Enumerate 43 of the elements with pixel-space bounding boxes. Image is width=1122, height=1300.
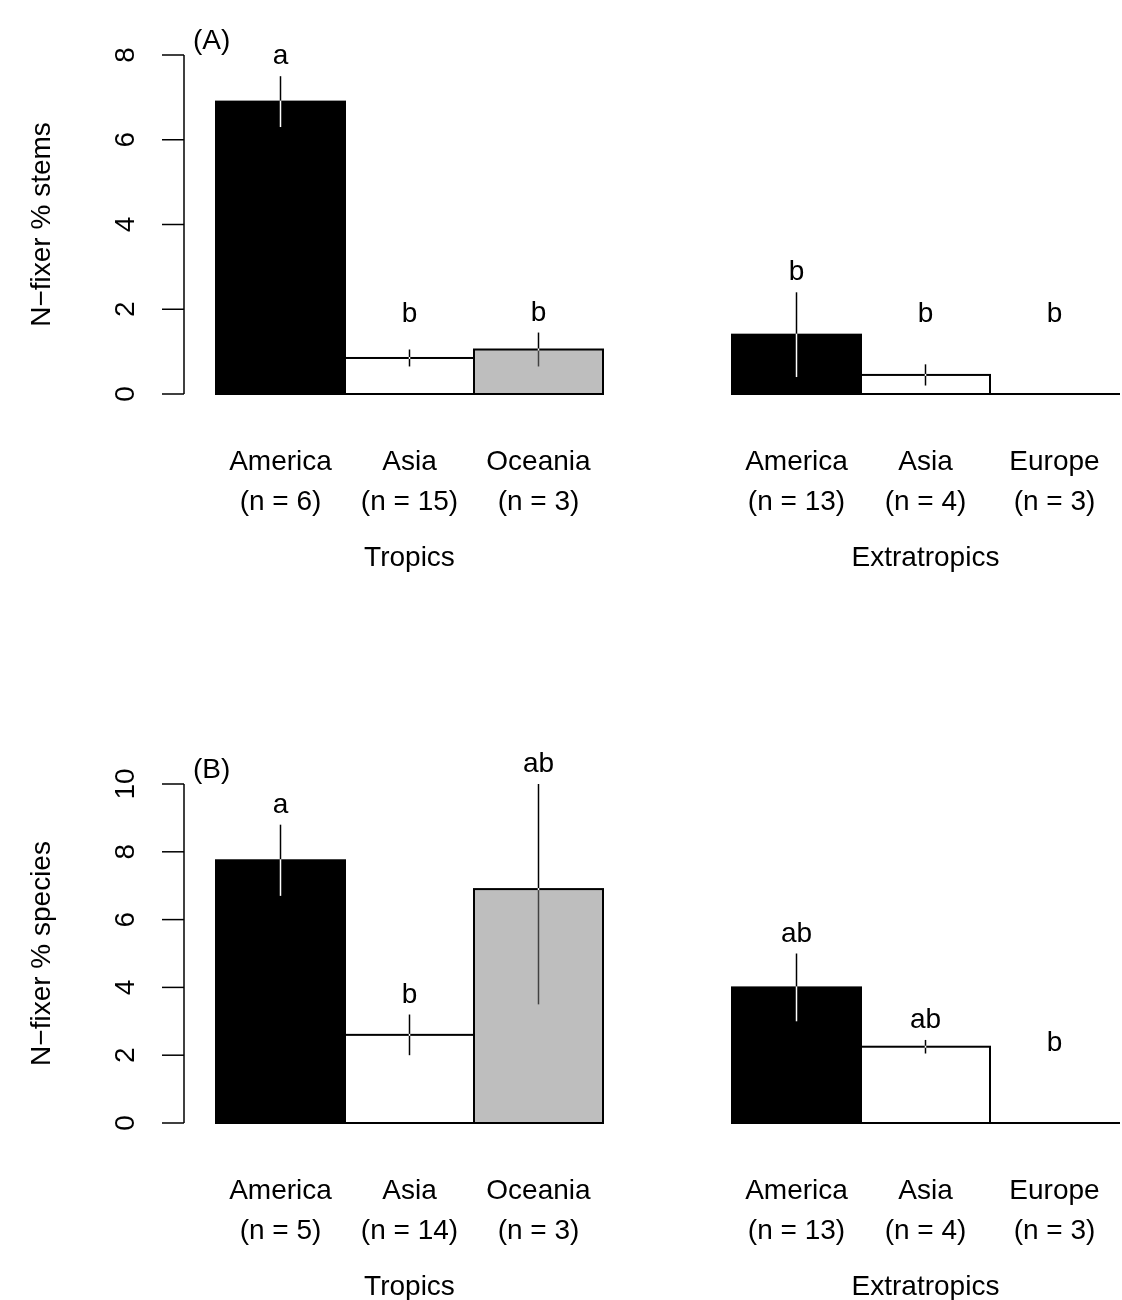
- x-tick-label: Europe (n = 3): [1009, 445, 1100, 516]
- x-tick-label: Oceania (n = 3): [486, 1174, 592, 1245]
- y-tick-label: 4: [109, 979, 140, 996]
- annotation: a: [272, 39, 289, 71]
- y-tick-label: 6: [109, 131, 140, 148]
- y-axis-title: N−fixer % species: [25, 841, 56, 1066]
- x-tick-label: Europe (n = 3): [1009, 1174, 1100, 1245]
- x-tick-label: America (n = 13): [745, 445, 849, 516]
- y-tick-label: 8: [109, 844, 140, 860]
- annotation: b: [1046, 1026, 1063, 1057]
- annotation: b: [788, 255, 805, 287]
- text: Tropics: [364, 1270, 455, 1300]
- x-tick-label: Asia (n = 14): [360, 1174, 459, 1245]
- y-tick-label: 4: [109, 216, 140, 233]
- x-tick-label: Oceania (n = 3): [486, 445, 592, 516]
- y-tick-label: 0: [109, 386, 140, 402]
- annotation: b: [1046, 297, 1063, 328]
- y-tick-label: 6: [109, 911, 140, 928]
- y-tick-label: 10: [109, 768, 140, 800]
- y-tick-label: 2: [109, 301, 140, 318]
- annotation: ab: [909, 1002, 942, 1034]
- text: Tropics: [364, 541, 455, 572]
- y-axis-title: N−fixer % stems: [25, 122, 56, 327]
- y-tick-label: 8: [109, 47, 140, 63]
- chart-title: (B): [193, 753, 231, 784]
- annotation: ab: [780, 916, 813, 948]
- x-tick-label: Asia (n = 15): [360, 445, 459, 516]
- x-tick-label: America (n = 13): [745, 1174, 849, 1245]
- y-tick-label: 2: [109, 1047, 140, 1063]
- x-tick-label: America (n = 5): [229, 1174, 333, 1245]
- chart-title: (A): [193, 24, 231, 55]
- x-tick-label: Asia (n = 4): [884, 1174, 967, 1245]
- annotation: b: [530, 295, 547, 327]
- annotation: b: [401, 977, 418, 1009]
- text: Extratropics: [851, 541, 1000, 572]
- text: Extratropics: [851, 1270, 1000, 1300]
- x-tick-label: Asia (n = 4): [884, 445, 967, 516]
- annotation: b: [917, 297, 934, 328]
- annotation: a: [272, 787, 289, 819]
- annotation: b: [401, 297, 418, 328]
- text: ab: [522, 747, 555, 778]
- x-tick-label: America (n = 6): [229, 445, 333, 516]
- y-tick-label: 0: [109, 1115, 140, 1131]
